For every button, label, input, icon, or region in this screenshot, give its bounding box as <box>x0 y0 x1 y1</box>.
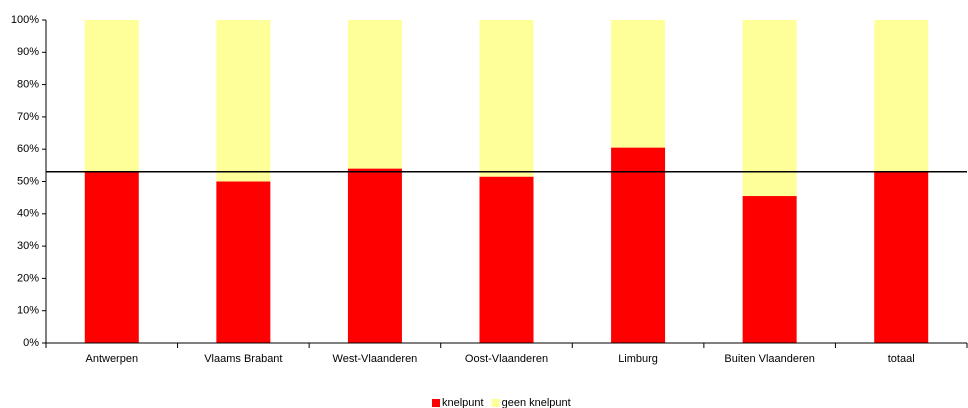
y-tick-label: 60% <box>17 143 39 155</box>
legend-label: knelpunt <box>442 397 484 408</box>
x-tick-label: Limburg <box>618 353 658 365</box>
bar-segment <box>479 20 534 177</box>
bar-segment <box>874 171 929 343</box>
bar-segment <box>874 20 929 172</box>
y-tick-label: 50% <box>17 175 39 187</box>
y-tick-label: 20% <box>17 272 39 284</box>
y-tick-label: 0% <box>23 337 39 349</box>
y-tick-label: 80% <box>17 79 39 91</box>
x-tick-label: Antwerpen <box>85 353 138 365</box>
bar-segment <box>742 20 797 197</box>
bar-segment <box>742 196 797 343</box>
y-tick-label: 70% <box>17 111 39 123</box>
bar-segment <box>84 171 139 343</box>
legend-swatch <box>432 399 440 407</box>
y-tick-label: 30% <box>17 240 39 252</box>
y-tick-label: 10% <box>17 305 39 317</box>
x-tick-label: Oost-Vlaanderen <box>465 353 548 365</box>
legend-swatch <box>491 399 500 407</box>
legend-label: geen knelpunt <box>502 397 571 408</box>
bar-segment <box>216 181 271 343</box>
bar-segment <box>347 20 402 169</box>
x-tick-label: Buiten Vlaanderen <box>724 353 815 365</box>
x-tick-label: totaal <box>888 353 915 365</box>
bar-segment <box>347 168 402 343</box>
bar-segment <box>216 20 271 182</box>
x-tick-label: Vlaams Brabant <box>204 353 282 365</box>
bar-segment <box>611 147 666 343</box>
bar-segment <box>479 176 534 343</box>
y-tick-label: 40% <box>17 208 39 220</box>
y-tick-label: 100% <box>11 14 39 26</box>
x-tick-label: West-Vlaanderen <box>333 353 418 365</box>
bar-segment <box>84 20 139 172</box>
bar-segment <box>611 20 666 148</box>
y-tick-label: 90% <box>17 46 39 58</box>
